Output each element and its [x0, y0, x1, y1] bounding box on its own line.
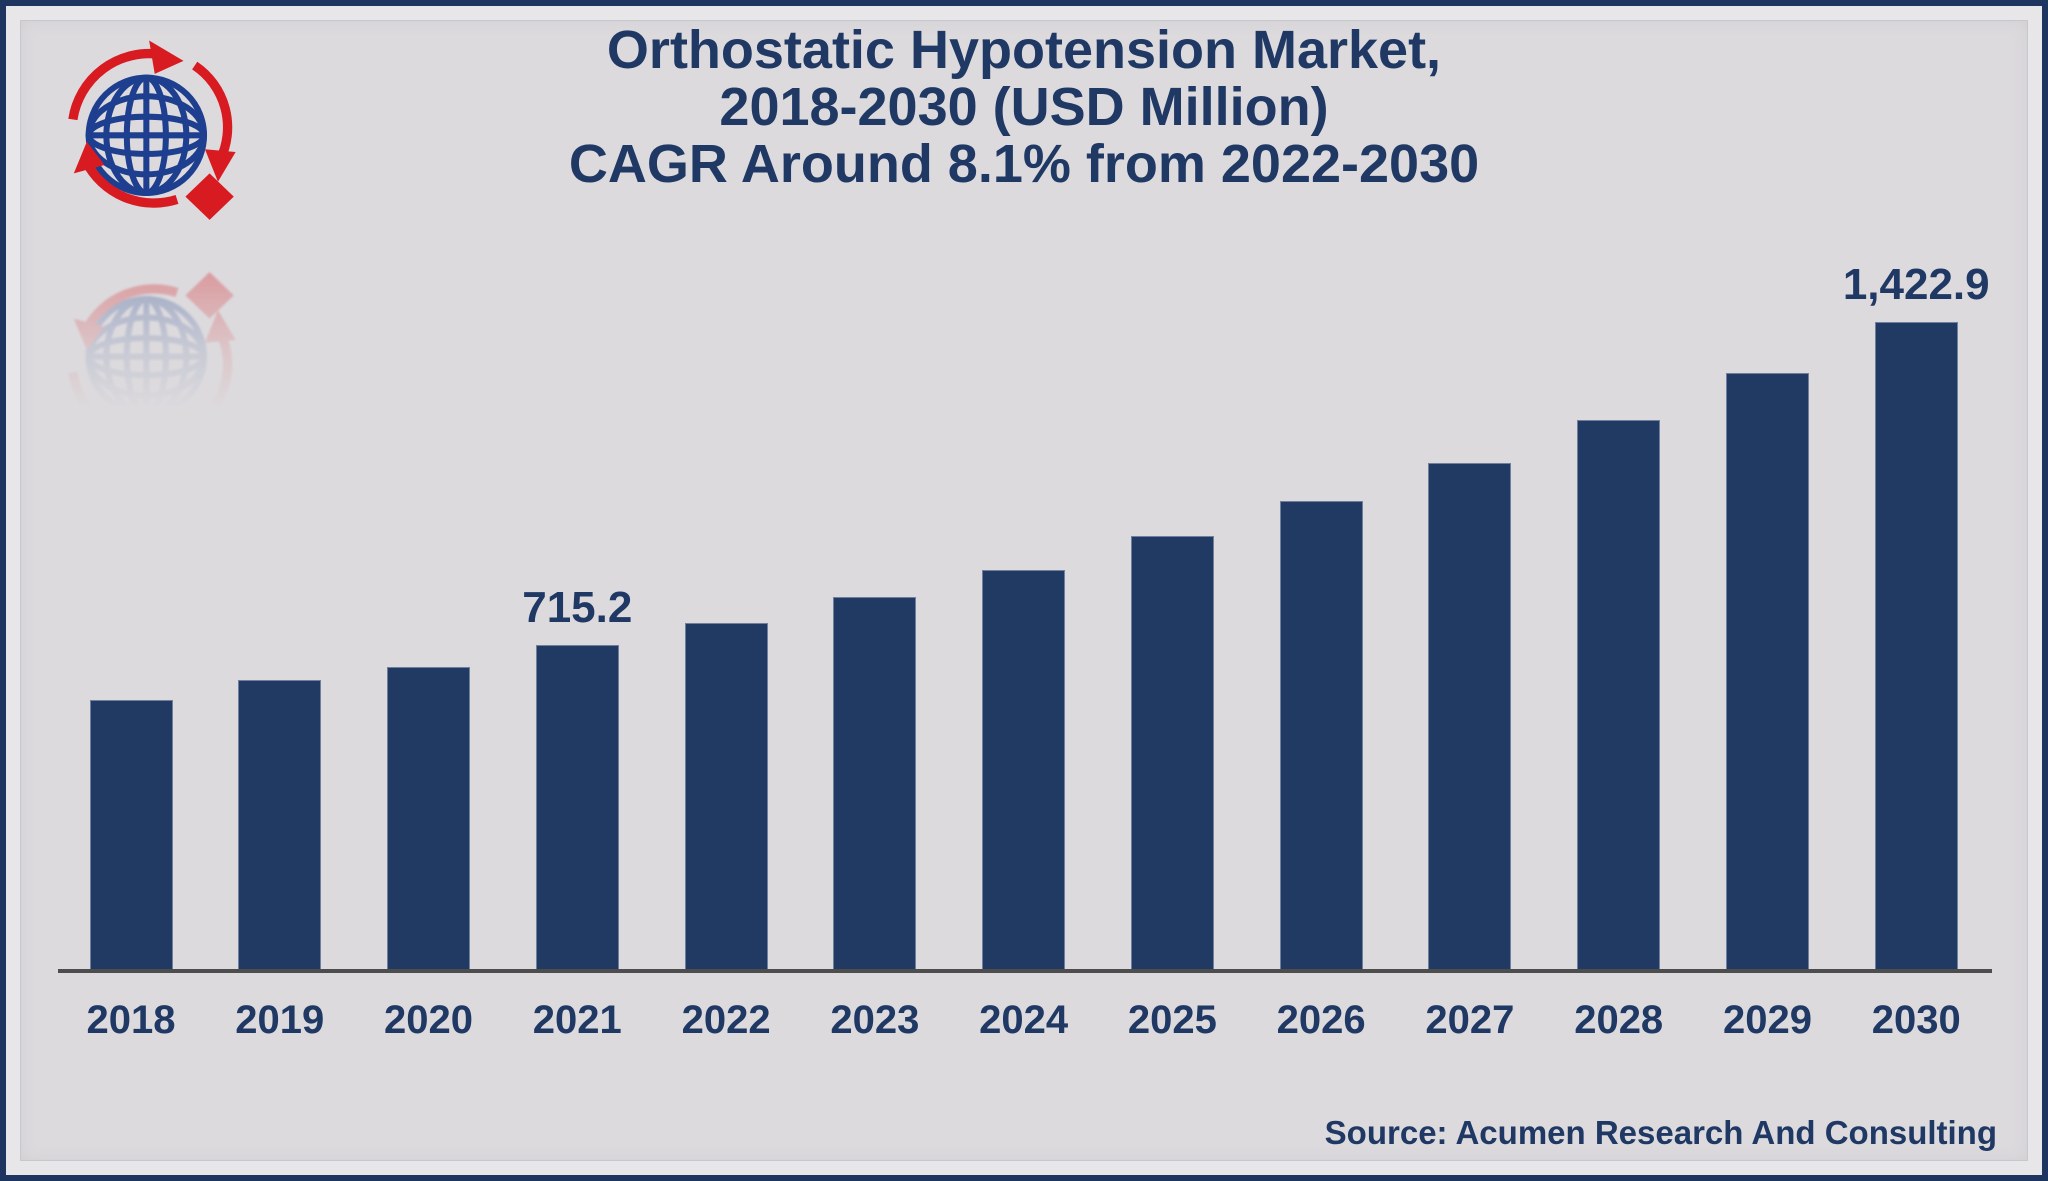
bar-2029 — [1725, 373, 1809, 972]
bar-2021 — [535, 645, 619, 972]
rotation-arrows-icon — [68, 40, 236, 208]
x-axis-label-2021: 2021 — [532, 998, 622, 1042]
title-line-2: 2018-2030 (USD Million) — [719, 77, 1329, 137]
x-axis-line — [58, 969, 1992, 973]
x-axis-label-2026: 2026 — [1276, 998, 1366, 1042]
globe-with-arrows-icon — [68, 40, 236, 220]
source-attribution: Source: Acumen Research And Consulting — [1324, 1114, 1997, 1151]
x-axis-label-2023: 2023 — [830, 998, 920, 1042]
bar-2030 — [1874, 322, 1958, 972]
data-label-2021: 715.2 — [522, 583, 633, 632]
bar-2020 — [387, 667, 471, 972]
x-axis-label-2025: 2025 — [1127, 998, 1217, 1042]
title-line-3: CAGR Around 8.1% from 2022-2030 — [568, 134, 1480, 194]
acumen-logo-reflection — [58, 268, 244, 464]
x-axis-label-2030: 2030 — [1871, 998, 1961, 1042]
x-axis-label-2029: 2029 — [1722, 998, 1812, 1042]
x-axis-label-2027: 2027 — [1425, 998, 1515, 1042]
x-axis-label-2019: 2019 — [235, 998, 325, 1042]
x-axis-label-2018: 2018 — [86, 998, 176, 1042]
acumen-logo — [58, 28, 244, 224]
bar-2026 — [1279, 501, 1363, 972]
data-label-2030: 1,422.9 — [1842, 260, 1990, 309]
x-axis-label-2024: 2024 — [979, 998, 1069, 1042]
bar-2019 — [238, 680, 322, 972]
globe-with-arrows-reflection-icon — [68, 272, 236, 452]
bar-2027 — [1428, 463, 1512, 972]
diamond-icon — [185, 173, 234, 220]
bar-2018 — [89, 700, 173, 972]
bar-2028 — [1577, 420, 1661, 972]
x-axis-label-2020: 2020 — [384, 998, 474, 1042]
bar-2024 — [982, 570, 1066, 972]
globe-icon — [85, 74, 208, 196]
title-line-1: Orthostatic Hypotension Market, — [606, 20, 1442, 80]
bar-2022 — [684, 623, 768, 972]
chart-title: Orthostatic Hypotension Market, 2018-203… — [0, 22, 2048, 193]
bar-2023 — [833, 597, 917, 972]
x-axis-label-2022: 2022 — [681, 998, 771, 1042]
bar-2025 — [1130, 536, 1214, 972]
x-axis-label-2028: 2028 — [1574, 998, 1664, 1042]
